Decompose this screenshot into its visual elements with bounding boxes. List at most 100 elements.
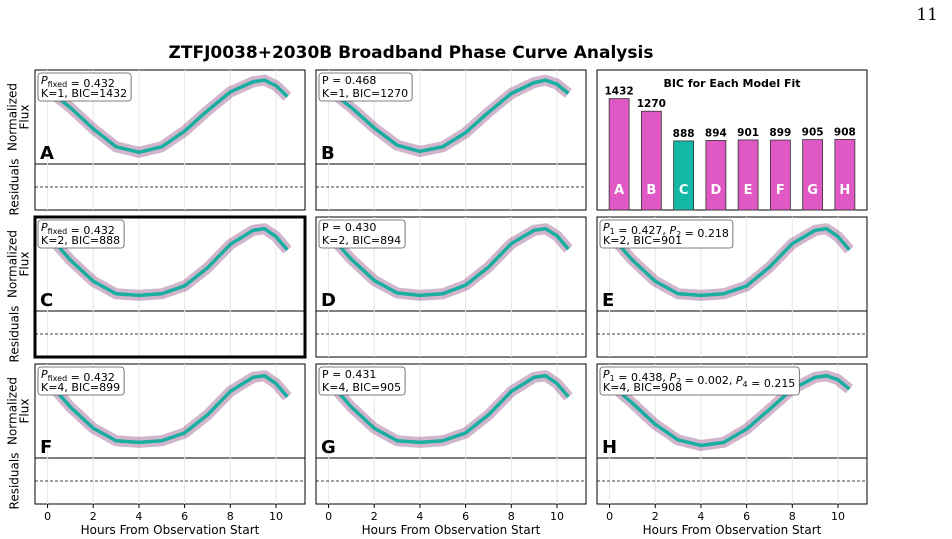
bar — [737, 139, 759, 211]
bar-category-label: D — [710, 183, 721, 198]
x-tick-label: 0 — [325, 510, 332, 523]
x-tick-label: 6 — [462, 510, 469, 523]
annotation-subscript: fixed — [48, 80, 68, 89]
residual-axis-label: Residuals — [8, 159, 22, 216]
panel-letter: G — [321, 437, 336, 458]
annotation-text: = 0.427, — [615, 224, 670, 237]
annotation-symbol: P — [41, 368, 48, 381]
annotation-line: K=1, BIC=1270 — [322, 87, 408, 100]
annotation-line: K=4, BIC=905 — [322, 381, 401, 394]
y-axis-label: Flux — [18, 105, 32, 130]
panel-frame — [596, 69, 868, 211]
annotation-text: = 0.430 — [329, 221, 377, 234]
model-curve — [327, 227, 570, 298]
residual-axis-label: Residuals — [8, 453, 22, 510]
panel-letter: F — [40, 437, 52, 458]
annotation-line: Pfixed = 0.432 — [41, 74, 115, 90]
y-axis-label: Flux — [18, 252, 32, 277]
x-tick-label: 4 — [697, 510, 704, 523]
annotation-line: K=4, BIC=899 — [41, 381, 120, 394]
x-tick-label: 0 — [606, 510, 613, 523]
bar-category-label: C — [679, 183, 689, 198]
x-tick-label: 4 — [135, 510, 142, 523]
x-tick-label: 2 — [371, 510, 378, 523]
annotation-box — [37, 72, 132, 102]
bar-category-label: B — [646, 183, 656, 198]
x-tick-label: 0 — [44, 510, 51, 523]
x-axis-label: Hours From Observation Start — [362, 523, 541, 537]
annotation-subscript: 1 — [610, 227, 615, 236]
bar-value-label: 1432 — [605, 86, 634, 98]
annotation-line: P = 0.468 — [322, 74, 376, 87]
annotation-subscript: 1 — [610, 374, 615, 383]
annotation-subscript: 4 — [743, 380, 748, 389]
y-axis-label: Normalized — [6, 230, 20, 298]
annotation-line: K=1, BIC=1432 — [41, 87, 127, 100]
bar-category-label: E — [744, 183, 753, 198]
annotation-box — [599, 219, 734, 249]
bar-value-label: 1270 — [637, 98, 666, 110]
bar-category-label: F — [776, 183, 785, 198]
annotation-subscript: 2 — [676, 230, 681, 239]
annotation-text: = 0.215 — [748, 377, 796, 390]
bar-value-label: 888 — [673, 128, 695, 140]
panel-letter: H — [602, 437, 617, 458]
bar-category-label: A — [614, 183, 624, 198]
annotation-line: K=4, BIC=908 — [603, 381, 682, 394]
y-axis-label: Flux — [18, 399, 32, 424]
annotation-line: P1 = 0.427, P2 = 0.218 — [603, 221, 729, 240]
annotation-line: K=2, BIC=888 — [41, 234, 120, 247]
annotation-text: = 0.432 — [67, 224, 115, 237]
annotation-text: P — [322, 74, 329, 87]
x-tick-label: 10 — [831, 510, 845, 523]
annotation-line: P = 0.431 — [322, 368, 376, 381]
bar-category-label: H — [839, 183, 850, 198]
annotation-symbol: P — [669, 224, 676, 237]
annotation-subscript: fixed — [48, 374, 68, 383]
annotation-line: P = 0.430 — [322, 221, 376, 234]
annotation-text: = 0.218 — [681, 227, 729, 240]
x-tick-label: 8 — [789, 510, 796, 523]
bar — [834, 138, 856, 211]
annotation-line: K=2, BIC=901 — [603, 234, 682, 247]
model-curve — [608, 227, 851, 298]
model-curve — [46, 78, 289, 154]
bar — [769, 139, 791, 211]
model-curve — [46, 227, 289, 298]
annotation-line: P1 = 0.438, P2 = 0.002, P4 = 0.215 — [603, 368, 795, 390]
annotation-line: Pfixed = 0.432 — [41, 368, 115, 384]
annotation-line: Pfixed = 0.432 — [41, 221, 115, 237]
panel-letter: C — [40, 290, 53, 311]
bar-value-label: 901 — [737, 127, 759, 139]
annotation-text: = 0.432 — [67, 371, 115, 384]
annotation-box — [318, 219, 406, 249]
annotation-text: P — [322, 368, 329, 381]
annotation-box — [318, 72, 413, 102]
panel-letter: E — [602, 290, 614, 311]
x-tick-label: 6 — [181, 510, 188, 523]
bar — [705, 140, 727, 211]
bar-value-label: 899 — [769, 127, 791, 139]
panel-letter: D — [321, 290, 336, 311]
bar — [608, 98, 630, 211]
x-tick-label: 2 — [90, 510, 97, 523]
annotation-text: = 0.438, — [615, 371, 670, 384]
x-tick-label: 6 — [743, 510, 750, 523]
x-tick-label: 10 — [550, 510, 564, 523]
bar-chart-title: BIC for Each Model Fit — [663, 77, 800, 90]
x-tick-label: 4 — [416, 510, 423, 523]
highlight-frame — [33, 215, 307, 359]
annotation-line: K=2, BIC=894 — [322, 234, 401, 247]
annotation-symbol: P — [736, 374, 743, 387]
bar — [802, 139, 824, 211]
annotation-symbol: P — [669, 371, 676, 384]
bar-value-label: 905 — [802, 127, 824, 139]
panel-letter: B — [321, 143, 335, 164]
x-axis-label: Hours From Observation Start — [81, 523, 260, 537]
figure-title: ZTFJ0038+2030B Broadband Phase Curve Ana… — [169, 43, 654, 63]
